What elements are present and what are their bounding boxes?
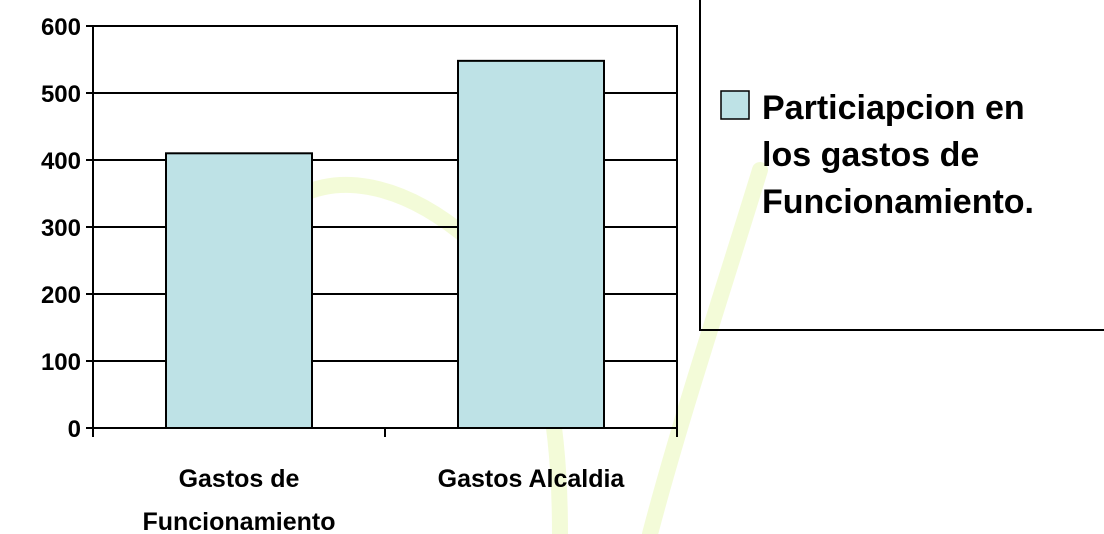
x-category-label: Gastos Alcaldia xyxy=(438,465,626,493)
y-tick-label: 500 xyxy=(41,81,81,108)
plot-border xyxy=(92,25,678,428)
legend-label-line-2: los gastos de xyxy=(762,136,979,174)
bar xyxy=(457,59,605,430)
y-tick-label: 600 xyxy=(41,14,81,41)
legend: Particiapcion en los gastos de Funcionam… xyxy=(699,0,1104,331)
legend-label-line-3: Funcionamiento. xyxy=(762,183,1034,221)
y-tick-label: 200 xyxy=(41,282,81,309)
legend-swatch xyxy=(720,90,750,120)
legend-label-line-1: Particiapcion en xyxy=(762,89,1025,127)
plot-area: 0 100 200 300 400 500 600 Gastos de Funcionamien… xyxy=(41,14,678,534)
y-tick-label: 0 xyxy=(68,416,81,443)
y-tick-label: 100 xyxy=(41,349,81,376)
legend-border xyxy=(699,0,1104,331)
x-category-label: Gastos de xyxy=(179,465,300,493)
x-category-label: Funcionamiento xyxy=(142,508,335,534)
y-tick-label: 400 xyxy=(41,148,81,175)
bar xyxy=(165,152,313,430)
y-tick-label: 300 xyxy=(41,215,81,242)
